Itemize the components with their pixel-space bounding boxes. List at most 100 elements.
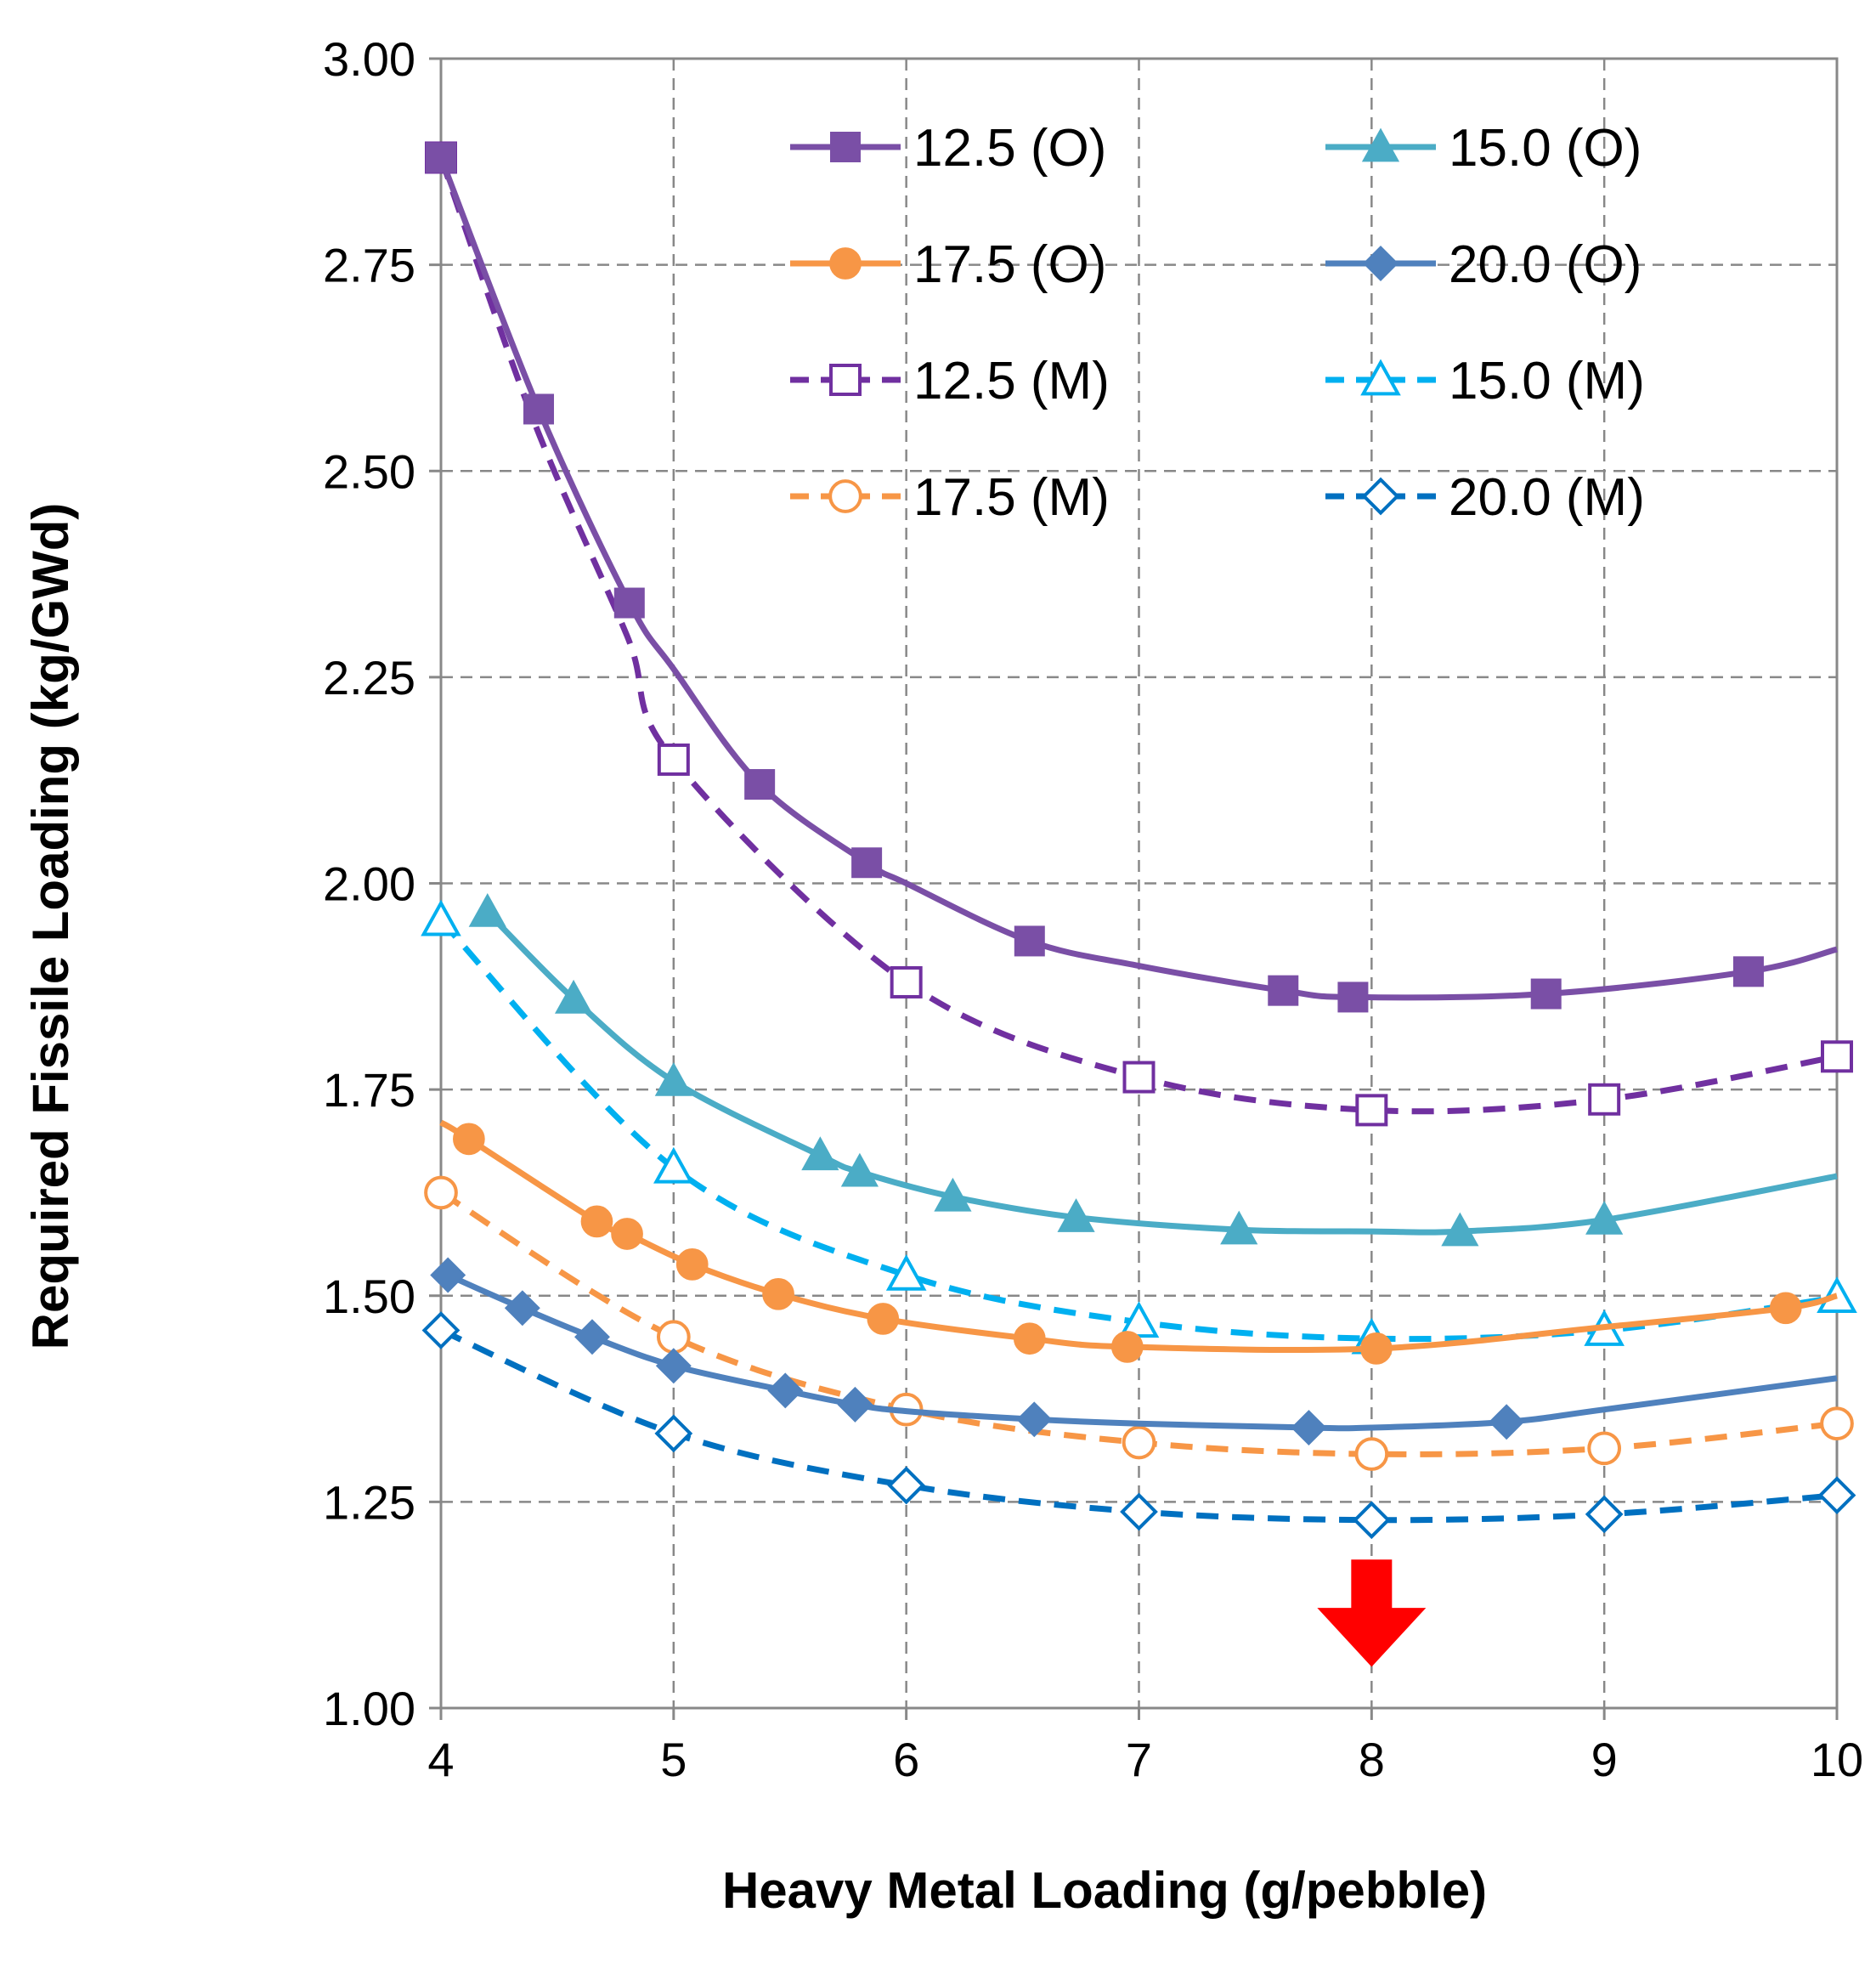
data-point-marker bbox=[654, 1061, 692, 1096]
legend-label: 20.0 (O) bbox=[1449, 235, 1642, 294]
data-point-marker bbox=[504, 1290, 540, 1327]
data-point-marker bbox=[655, 1348, 692, 1384]
data-point-marker bbox=[1110, 1331, 1144, 1363]
data-point-marker bbox=[1268, 975, 1299, 1006]
data-point-marker bbox=[453, 1123, 485, 1156]
series-12-5-m bbox=[425, 141, 1853, 1127]
data-point-marker bbox=[574, 1319, 610, 1355]
series-15-0-o bbox=[468, 893, 1838, 1247]
data-point-marker bbox=[1732, 956, 1764, 987]
data-point-marker bbox=[1220, 1210, 1258, 1245]
data-point-marker bbox=[1769, 1292, 1802, 1325]
legend-label: 12.5 (M) bbox=[913, 352, 1110, 410]
y-tick-label: 2.25 bbox=[323, 651, 415, 704]
legend-label: 20.0 (M) bbox=[1449, 468, 1645, 527]
y-tick-label: 1.00 bbox=[323, 1682, 415, 1735]
legend-swatch-marker bbox=[1360, 359, 1401, 396]
legend-item: 20.0 (O) bbox=[1325, 235, 1642, 294]
data-point-marker bbox=[554, 979, 593, 1014]
y-tick-label: 2.75 bbox=[323, 239, 415, 292]
x-axis-ticks: 4 5 6 7 8 9 10 bbox=[427, 1708, 1863, 1786]
data-point-marker bbox=[1016, 1401, 1053, 1438]
data-point-marker bbox=[887, 1466, 926, 1505]
x-tick-label: 10 bbox=[1811, 1733, 1863, 1786]
data-point-marker bbox=[580, 1205, 613, 1238]
series-group bbox=[421, 141, 1857, 1540]
data-point-marker bbox=[1588, 1083, 1621, 1116]
data-point-marker bbox=[653, 1146, 694, 1184]
data-point-marker bbox=[1585, 1495, 1624, 1534]
data-point-marker bbox=[1354, 1437, 1389, 1471]
legend-label: 15.0 (O) bbox=[1449, 119, 1642, 178]
x-tick-label: 9 bbox=[1591, 1733, 1618, 1786]
data-point-marker bbox=[1820, 1406, 1854, 1441]
data-point-marker bbox=[657, 743, 690, 776]
data-point-marker bbox=[885, 1253, 927, 1291]
data-point-marker bbox=[1122, 1061, 1156, 1094]
legend-swatch-marker bbox=[1361, 477, 1400, 516]
data-point-marker bbox=[744, 769, 776, 800]
data-point-marker bbox=[840, 1152, 879, 1187]
data-point-marker bbox=[934, 1177, 972, 1212]
data-point-marker bbox=[837, 1386, 873, 1423]
data-point-marker bbox=[1530, 978, 1562, 1010]
data-point-marker bbox=[890, 965, 923, 998]
legend-label: 17.5 (M) bbox=[913, 468, 1110, 527]
data-point-marker bbox=[654, 1414, 693, 1453]
legend-label: 12.5 (O) bbox=[913, 119, 1106, 178]
y-axis-title: Required Fissile Loading (kg/GWd) bbox=[22, 503, 79, 1350]
data-point-marker bbox=[1587, 1431, 1622, 1466]
data-point-marker bbox=[867, 1303, 900, 1335]
data-point-marker bbox=[1489, 1404, 1525, 1440]
data-point-marker bbox=[1821, 1040, 1853, 1073]
legend-item: 20.0 (M) bbox=[1325, 468, 1645, 527]
series-line bbox=[485, 910, 1838, 1236]
data-point-marker bbox=[1291, 1410, 1327, 1445]
series-15-0-m bbox=[421, 899, 1857, 1355]
data-point-marker bbox=[430, 1257, 466, 1293]
data-point-marker bbox=[1352, 1501, 1391, 1540]
legend-swatch-marker bbox=[1361, 127, 1400, 162]
series-17-5-o bbox=[439, 1119, 1838, 1365]
series-line bbox=[438, 156, 1838, 1001]
y-tick-label: 2.50 bbox=[323, 444, 415, 498]
annotation-group bbox=[1317, 1559, 1427, 1667]
data-point-marker bbox=[675, 1248, 709, 1281]
x-tick-label: 4 bbox=[427, 1733, 454, 1786]
data-point-marker bbox=[424, 1175, 458, 1210]
legend-label: 15.0 (M) bbox=[1449, 352, 1645, 410]
y-tick-label: 3.00 bbox=[323, 32, 415, 86]
x-tick-label: 5 bbox=[660, 1733, 687, 1786]
y-tick-label: 1.75 bbox=[323, 1063, 415, 1117]
down-arrow-icon bbox=[1317, 1559, 1427, 1667]
data-point-marker bbox=[523, 393, 555, 425]
legend-swatch-marker bbox=[828, 479, 862, 513]
data-point-marker bbox=[1585, 1201, 1624, 1235]
legend-swatch-marker bbox=[1363, 246, 1399, 281]
series-20-0-m bbox=[421, 1311, 1856, 1540]
legend-item: 17.5 (M) bbox=[790, 468, 1110, 527]
legend-item: 12.5 (M) bbox=[790, 352, 1110, 410]
data-point-marker bbox=[801, 1136, 839, 1171]
data-point-marker bbox=[1359, 1332, 1393, 1365]
legend-item: 15.0 (M) bbox=[1325, 352, 1645, 410]
legend-item: 12.5 (O) bbox=[790, 119, 1106, 178]
data-point-marker bbox=[1120, 1492, 1158, 1531]
y-tick-label: 1.25 bbox=[323, 1475, 415, 1529]
legend-item: 15.0 (O) bbox=[1325, 119, 1642, 178]
data-point-marker bbox=[1817, 1476, 1856, 1514]
data-point-marker bbox=[1122, 1425, 1156, 1460]
x-tick-label: 8 bbox=[1359, 1733, 1385, 1786]
data-point-marker bbox=[1013, 1322, 1046, 1355]
legend-swatch-marker bbox=[829, 247, 862, 280]
data-point-marker bbox=[767, 1372, 804, 1409]
data-point-marker bbox=[1337, 982, 1369, 1013]
x-axis-title: Heavy Metal Loading (g/pebble) bbox=[722, 1862, 1487, 1919]
series-17-5-m bbox=[424, 1175, 1854, 1471]
data-point-marker bbox=[421, 1311, 461, 1349]
legend-item: 17.5 (O) bbox=[790, 235, 1106, 294]
series-12-5-o bbox=[426, 142, 1838, 1013]
data-point-marker bbox=[851, 847, 883, 879]
data-point-marker bbox=[468, 893, 506, 927]
